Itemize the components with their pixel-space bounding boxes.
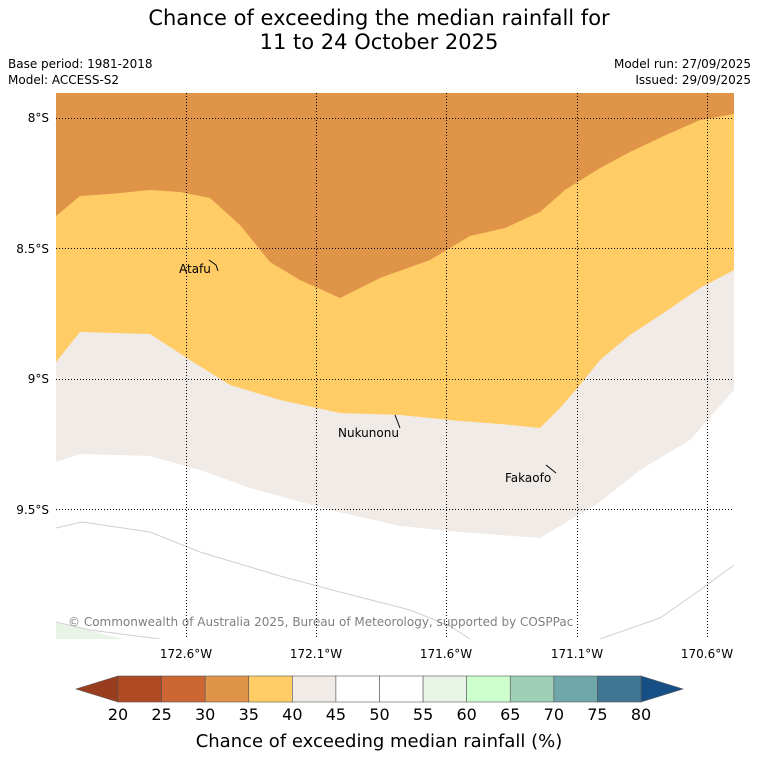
- colorbar-segment: [466, 675, 511, 703]
- colorbar-segment: [553, 675, 598, 703]
- chart-title-line1: Chance of exceeding the median rainfall …: [148, 6, 610, 30]
- colorbar-segment: [335, 675, 380, 703]
- atoll-atafu-marker: [208, 259, 219, 272]
- colorbar-tick-label: 80: [631, 705, 651, 724]
- lon-label: 172.1°W: [290, 647, 342, 661]
- place-label-atafu: Atafu: [179, 262, 211, 276]
- colorbar-segment: [422, 675, 467, 703]
- colorbar-segment: [161, 675, 206, 703]
- colorbar-tick-label: 75: [587, 705, 607, 724]
- colorbar-segment: [379, 675, 424, 703]
- place-label-nukunonu: Nukunonu: [338, 426, 399, 440]
- contour-line: [56, 621, 161, 639]
- colorbar-tick-label: 30: [195, 705, 215, 724]
- place-label-fakaofo: Fakaofo: [505, 471, 551, 485]
- zone-55-60: [56, 622, 125, 639]
- colorbar: 20 25 30 35 40 45 50 55 60 65 70 75 80: [74, 675, 685, 724]
- atoll-nukunonu-marker: [394, 414, 401, 429]
- copyright-credit: © Commonwealth of Australia 2025, Bureau…: [68, 615, 573, 629]
- colorbar-tick-label: 20: [108, 705, 128, 724]
- colorbar-tick-label: 45: [326, 705, 346, 724]
- lat-label: 9°S: [28, 372, 49, 386]
- model-name: Model: ACCESS-S2: [8, 73, 120, 87]
- colorbar-tick-label: 50: [369, 705, 389, 724]
- colorbar-segment: [509, 675, 555, 703]
- chart-title-line2: 11 to 24 October 2025: [259, 30, 499, 54]
- colorbar-tick-label: 55: [413, 705, 433, 724]
- colorbar-tick-label: 25: [151, 705, 171, 724]
- colorbar-segment: [204, 675, 250, 703]
- lat-label: 9.5°S: [16, 503, 49, 517]
- atoll-fakaofo-marker: [545, 464, 557, 474]
- colorbar-segment: [292, 675, 337, 703]
- contour-line: [599, 564, 734, 639]
- colorbar-under-arrow: [74, 675, 119, 703]
- colorbar-title: Chance of exceeding median rainfall (%): [196, 731, 563, 752]
- colorbar-tick-label: 70: [544, 705, 564, 724]
- colorbar-segment: [597, 675, 642, 703]
- colorbar-segment: [248, 675, 293, 703]
- gridlines: [56, 93, 734, 639]
- colorbar-tick-label: 35: [239, 705, 259, 724]
- colorbar-tick-label: 40: [282, 705, 302, 724]
- map-area: Atafu Nukunonu Fakaofo © Commonwealth of…: [56, 93, 734, 639]
- lon-label: 172.6°W: [160, 647, 212, 661]
- lat-label: 8°S: [28, 111, 49, 125]
- lon-label: 171.1°W: [551, 647, 603, 661]
- lon-label: 170.6°W: [681, 647, 733, 661]
- lat-label: 8.5°S: [16, 242, 49, 256]
- base-period: Base period: 1981-2018: [8, 57, 153, 71]
- model-run: Model run: 27/09/2025: [613, 57, 751, 71]
- lon-label: 171.6°W: [420, 647, 472, 661]
- colorbar-tick-label: 60: [456, 705, 476, 724]
- colorbar-segment: [117, 675, 162, 703]
- issued-date: Issued: 29/09/2025: [635, 73, 751, 87]
- contour-line: [56, 521, 471, 639]
- colorbar-over-arrow: [640, 675, 685, 703]
- zone-30-35: [56, 93, 734, 298]
- colorbar-tick-label: 65: [500, 705, 520, 724]
